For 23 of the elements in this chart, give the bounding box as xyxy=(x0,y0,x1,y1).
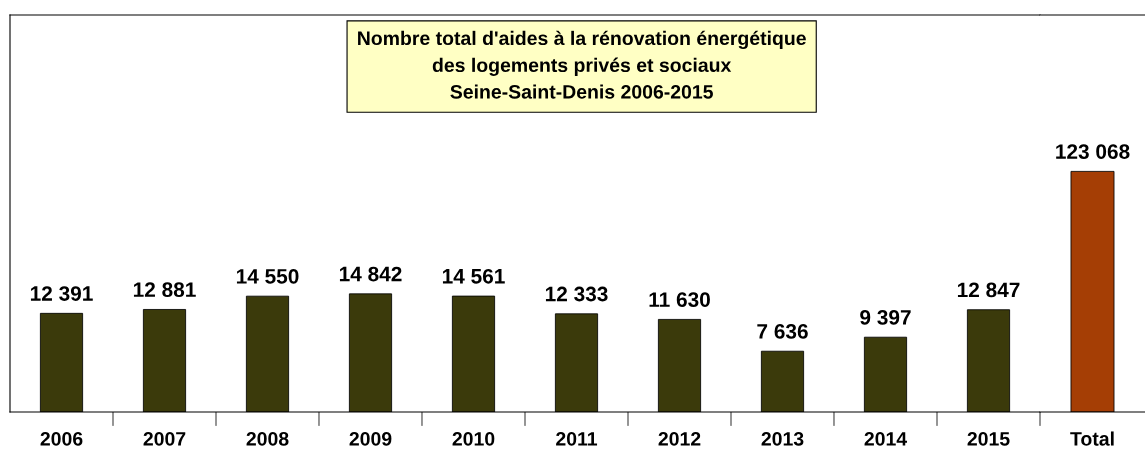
x-tick-label: 2012 xyxy=(658,431,701,446)
x-tick-label: 2009 xyxy=(349,431,392,446)
data-label: 14 550 xyxy=(236,268,299,284)
x-tick-label: 2014 xyxy=(864,431,908,446)
x-tick-label: 2015 xyxy=(967,431,1010,446)
x-tick-label: 2010 xyxy=(452,431,495,446)
x-tick-label: Total xyxy=(1070,431,1114,446)
data-label: 7 636 xyxy=(757,324,808,339)
x-tick-label: 2007 xyxy=(143,431,186,446)
x-tick-label: 2008 xyxy=(246,431,289,446)
data-label: 14 842 xyxy=(339,266,402,282)
data-label: 12 333 xyxy=(545,286,608,302)
data-label: 14 561 xyxy=(442,268,505,284)
x-tick-label: 2013 xyxy=(761,431,804,446)
data-label: 123 068 xyxy=(1056,144,1130,159)
data-label: 12 847 xyxy=(957,282,1020,298)
x-tick-label: 2011 xyxy=(556,431,598,446)
data-label: 12 881 xyxy=(133,282,196,298)
data-label: 9 397 xyxy=(860,309,911,325)
data-label: 11 630 xyxy=(649,292,710,307)
data-label: 12 391 xyxy=(30,286,93,301)
chart-title: Nombre total d'aides à la rénovation énergétique des logements privés et sociaux Seine-Saint-Denis 2006-2015 xyxy=(358,30,806,99)
x-tick-label: 2006 xyxy=(40,431,83,446)
